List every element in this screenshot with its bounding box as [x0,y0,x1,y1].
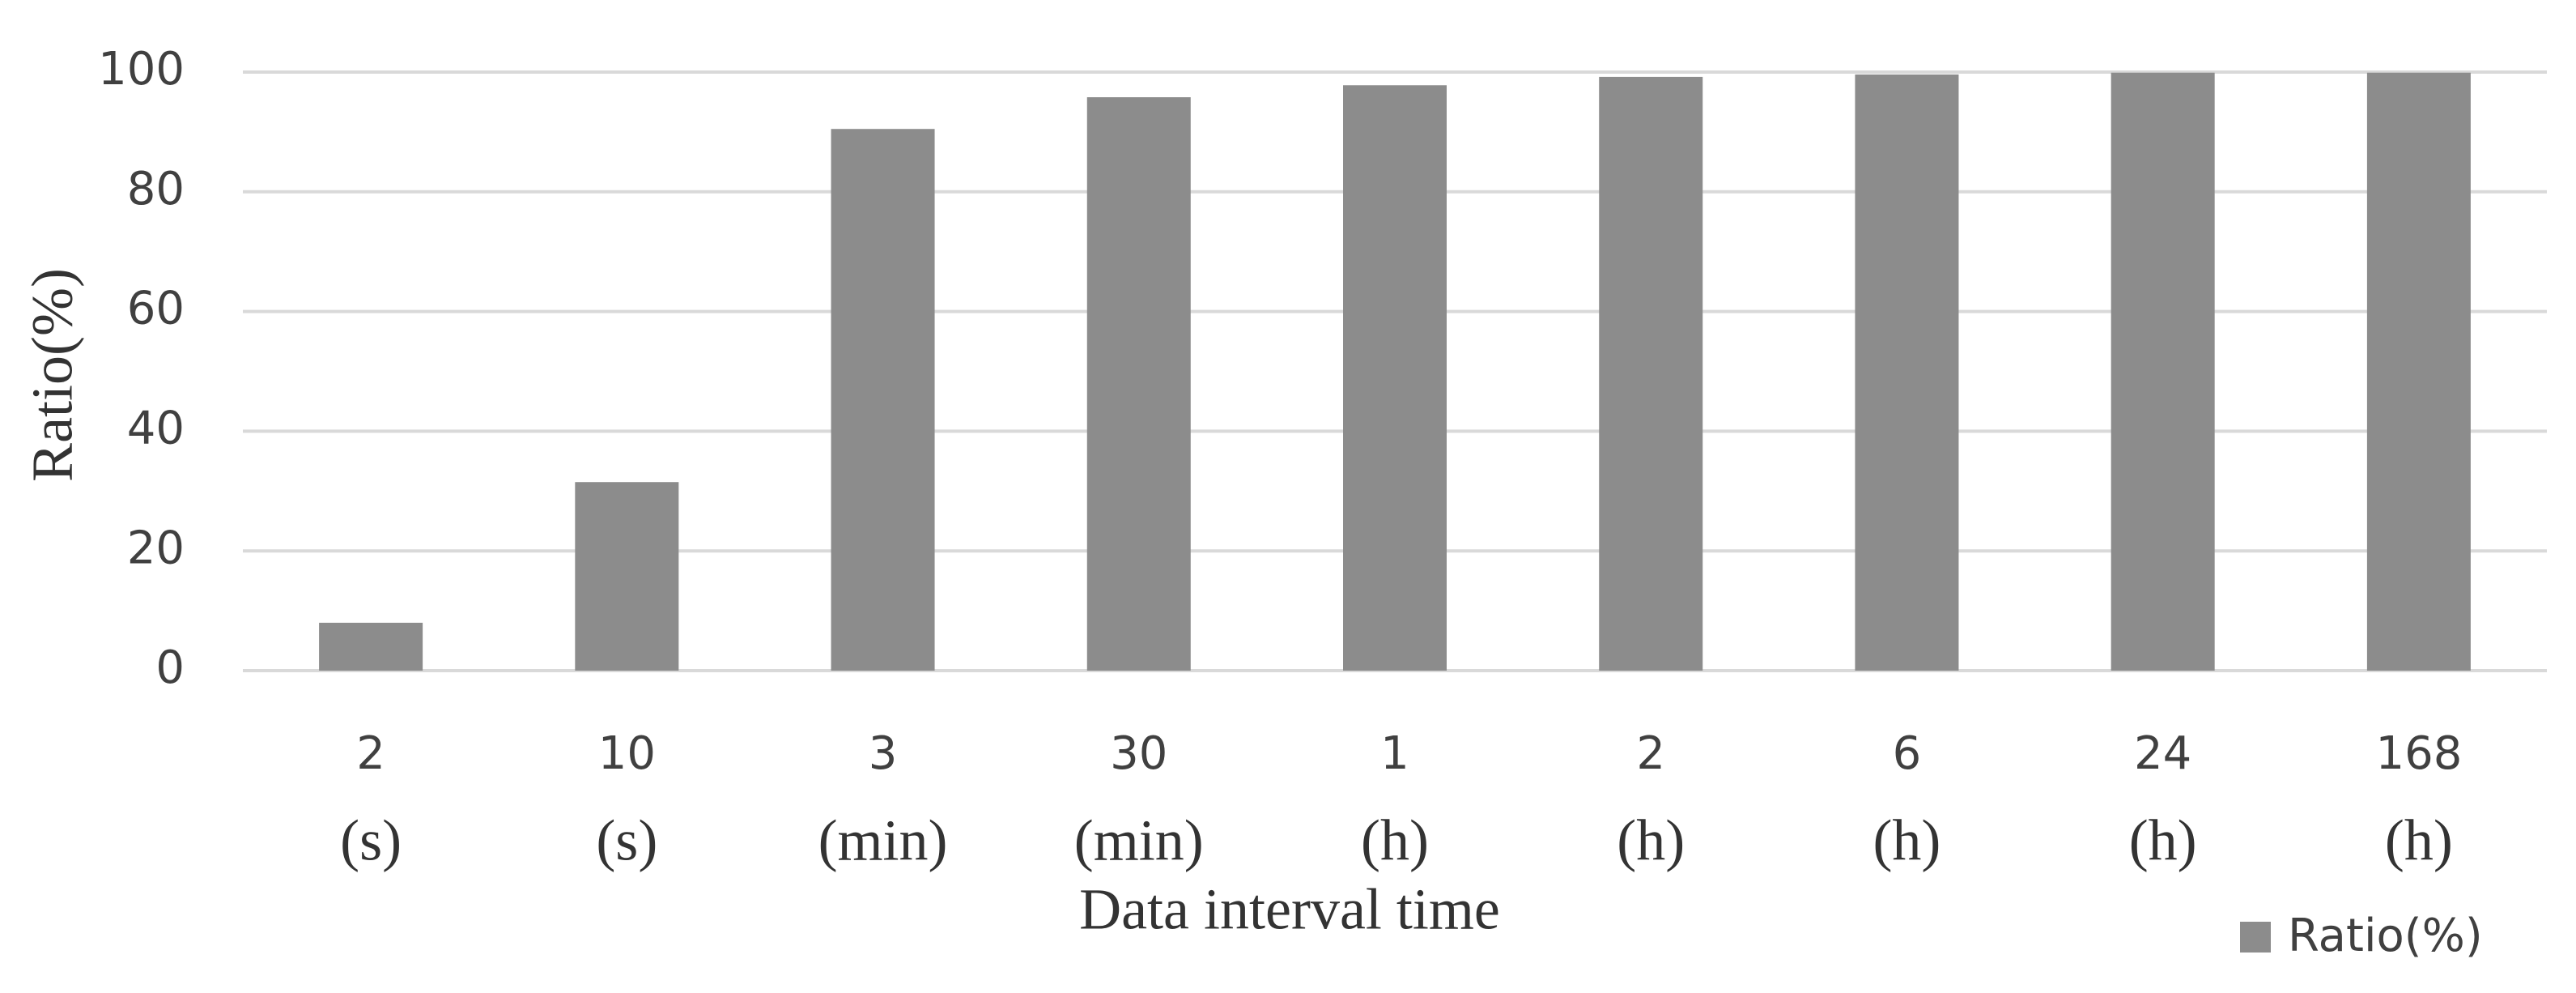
y-tick-label: 40 [127,403,185,455]
x-tick-unit: (s) [596,808,657,873]
y-axis-title: Ratio(%) [20,268,85,482]
y-tick-label: 100 [98,43,185,96]
y-tick-label: 20 [127,522,185,574]
x-tick-label: 10 [598,727,656,780]
bar [1343,85,1447,671]
x-tick-unit: (h) [1361,808,1429,873]
x-tick-unit: (h) [2385,808,2453,873]
bar [319,622,423,671]
bar [1855,74,1959,671]
legend-swatch [2240,922,2271,953]
x-tick-label: 3 [869,727,898,780]
x-tick-label: 2 [356,727,385,780]
x-tick-label: 6 [1893,727,1922,780]
y-tick-label: 80 [127,163,185,215]
x-tick-label: 30 [1110,727,1167,780]
x-axis-title: Data interval time [1079,877,1500,942]
x-tick-unit: (h) [1872,808,1941,873]
x-tick-unit: (h) [2129,808,2197,873]
x-tick-label: 168 [2375,727,2462,780]
bar [1086,97,1191,671]
legend-label: Ratio(%) [2288,910,2483,962]
bar [575,482,679,671]
x-tick-label: 1 [1380,727,1409,780]
x-tick-unit: (s) [340,808,402,873]
x-tick-label: 24 [2134,727,2191,780]
bar [2366,72,2471,671]
x-tick-unit: (min) [1074,808,1204,873]
y-tick-label: 60 [127,283,185,335]
x-tick-unit: (min) [818,808,948,873]
y-tick-label: 0 [155,641,185,694]
bar [831,129,935,671]
bar [1599,76,1703,671]
x-tick-unit: (h) [1617,808,1685,873]
x-tick-label: 2 [1636,727,1665,780]
bar [2111,72,2215,671]
